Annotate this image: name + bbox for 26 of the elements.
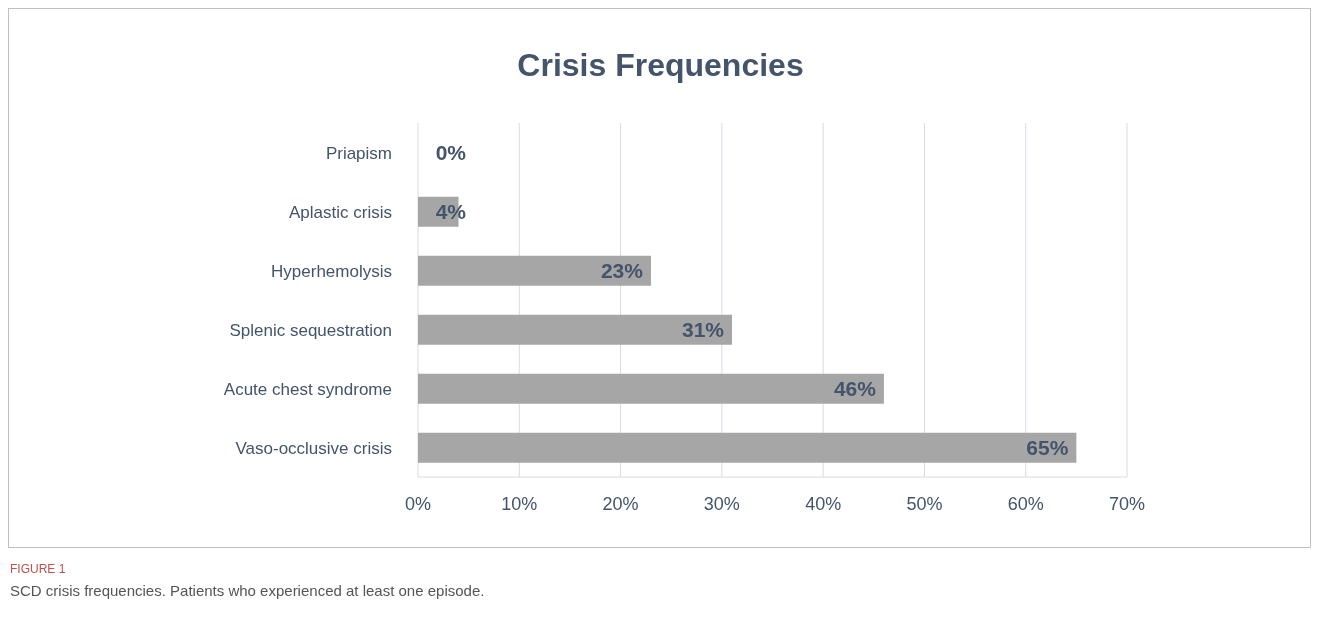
x-tick-label: 0% (404, 493, 432, 514)
bar (418, 314, 732, 345)
data-label: 65% (1026, 436, 1069, 460)
x-tick-label: 20% (602, 493, 639, 514)
data-label: 23% (600, 259, 644, 283)
data-label: 0% (435, 141, 467, 165)
y-tick-label: Acute chest syndrome (223, 379, 392, 399)
x-tick-label: 40% (805, 493, 842, 514)
text: SCD crisis frequencies. Patients who experienced at least one episode. (10, 582, 486, 599)
bar (418, 432, 1077, 463)
data-label: 46% (833, 377, 877, 401)
x-tick-label: 50% (906, 493, 943, 514)
chart-title: Crisis Frequencies (516, 47, 805, 84)
y-tick-label: Hyperhemolysis (271, 261, 392, 281)
y-tick-label: Priapism (325, 143, 392, 163)
data-label: 31% (681, 318, 725, 342)
x-tick-label: 60% (1007, 493, 1044, 514)
x-tick-label: 70% (1108, 493, 1146, 514)
bar (418, 373, 884, 404)
x-tick-label: 10% (501, 493, 538, 514)
x-tick-label: 30% (703, 493, 740, 514)
y-tick-label: Aplastic crisis (289, 202, 392, 222)
bar (418, 255, 651, 286)
y-tick-label: Splenic sequestration (229, 320, 392, 340)
caption: FIGURE 1 (10, 562, 67, 576)
y-tick-label: Vaso-occlusive crisis (235, 438, 392, 458)
